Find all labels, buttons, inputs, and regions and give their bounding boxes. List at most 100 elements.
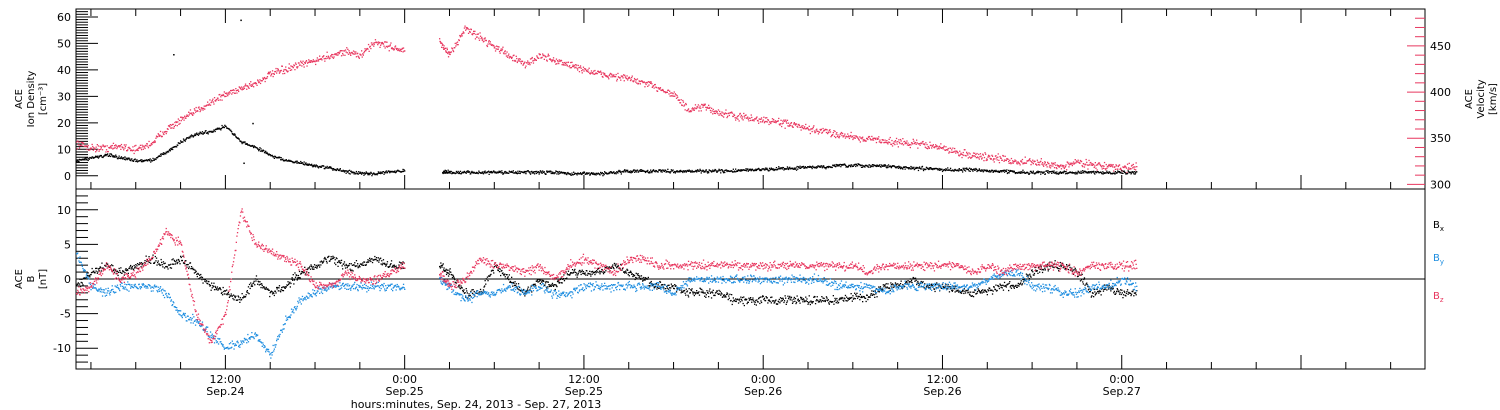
field-series-x-point [537,281,539,283]
velocity-series-point [705,106,707,108]
velocity-series-point [1032,163,1034,165]
field-series-x-point [682,291,684,293]
field-series-x-point [98,269,100,271]
field-series-x-point [263,287,266,289]
density-series-point [163,153,165,156]
density-series-point [895,167,897,169]
density-series-point [1135,172,1137,174]
density-series-point [308,163,310,165]
velocity-series-point [1055,164,1057,166]
density-series-point [349,173,351,175]
field-series-x-point [123,271,125,273]
velocity-series-point [441,42,443,45]
velocity-series-point [630,79,632,81]
field-series-x-point [315,266,317,268]
density-series-point [712,169,714,171]
density-series-point [831,166,833,169]
velocity-series-point [378,42,380,45]
velocity-series-point [365,49,367,51]
velocity-series-point [755,117,757,119]
density-series-point [477,172,479,174]
velocity-series-point [974,155,976,158]
field-series-x-point [692,293,694,295]
density-series-point [116,156,118,158]
velocity-series-point [847,136,849,138]
density-series-point [1004,169,1006,171]
velocity-series-point [1081,165,1083,167]
velocity-series-point [811,130,813,133]
velocity-series-point [785,121,787,123]
density-series-point [389,172,391,174]
density-series-point [92,156,94,158]
velocity-series-point [838,137,840,139]
density-series-point [777,168,779,170]
density-series-point [1123,170,1125,172]
field-series-x-point [349,268,351,270]
velocity-series-point [500,48,502,50]
velocity-series-point [941,147,944,149]
velocity-series-point [997,153,999,155]
density-series-point [500,172,502,174]
field-series-x-point [497,269,499,272]
velocity-series-point [753,120,755,122]
density-series-point [1120,172,1122,174]
velocity-series-point [239,86,241,89]
field-series-x-point [276,288,278,290]
velocity-series-point [113,147,115,149]
density-series-point [519,170,521,172]
velocity-series-point [575,66,577,68]
density-series-point [378,172,381,174]
field-series-x-point [323,258,325,260]
velocity-series-point [1009,162,1011,164]
density-series-point [301,162,304,164]
velocity-series-point [648,81,651,84]
velocity-series-point [853,135,855,137]
field-series-x-point [560,277,562,279]
field-series-x-point [700,288,702,290]
velocity-series-point [473,30,475,32]
velocity-series-point [891,145,894,147]
velocity-series-point [566,64,568,66]
density-series-point [871,165,873,167]
field-series-x-point [472,289,474,291]
field-series-x-point [199,274,201,276]
density-series-point [523,172,525,174]
density-series-point [550,172,552,175]
field-series-x-point [263,286,265,288]
velocity-series-point [1082,165,1084,168]
field-series-x-point [292,279,294,281]
velocity-series-point [768,123,770,126]
velocity-series-point [837,134,839,136]
field-series-x-point [82,284,84,286]
field-series-x-point [606,266,608,268]
velocity-series-point [773,118,775,121]
density-series-point [535,172,537,175]
velocity-series-point [153,141,155,144]
density-series-point [875,165,877,167]
density-series-point [465,171,467,174]
density-series-point [467,170,469,172]
velocity-series-point [681,104,683,107]
field-series-x-point [463,289,465,291]
velocity-series-point [314,61,316,63]
velocity-series-point [1043,163,1045,165]
velocity-series-point [183,119,185,121]
field-series-x-point [828,302,830,304]
density-series-point [755,168,757,170]
velocity-series-point [817,133,820,135]
velocity-series-point [503,53,505,55]
density-series-point [1076,173,1078,175]
field-series-x-point [786,300,789,302]
field-tick-label: 10 [57,204,71,217]
density-series-point [676,170,678,172]
velocity-series-point [172,123,174,125]
velocity-series-point [136,148,139,150]
field-series-x-point [585,274,587,276]
density-series-point [97,157,100,159]
velocity-series-point [1095,164,1098,166]
velocity-series-point [563,61,566,64]
density-series-point [320,166,323,168]
velocity-series-point [227,95,229,97]
density-series-point [514,172,516,174]
velocity-series-point [751,116,753,119]
